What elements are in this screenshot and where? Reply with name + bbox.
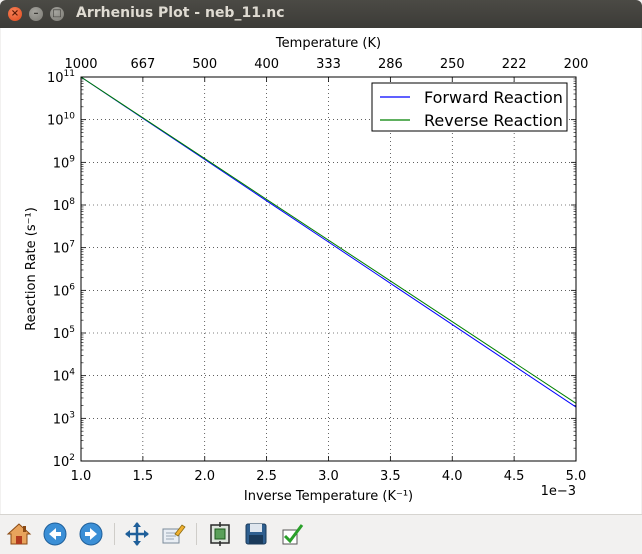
forward-icon <box>79 522 103 546</box>
y-tick-label: 103 <box>53 410 75 427</box>
x-tick-label: 4.5 <box>504 469 525 484</box>
top-tick-label: 400 <box>254 57 279 72</box>
home-icon <box>6 523 32 545</box>
plot-frame <box>80 76 577 462</box>
y-tick-label: 104 <box>53 368 76 385</box>
legend-label: Reverse Reaction <box>424 111 563 130</box>
top-tick-label: 222 <box>502 57 527 72</box>
back-icon <box>43 522 67 546</box>
edit-icon <box>282 524 304 545</box>
series-line-reverse <box>80 76 577 404</box>
top-tick-label: 200 <box>564 57 589 72</box>
home-button[interactable] <box>6 521 32 547</box>
top-tick-label: 250 <box>440 57 465 72</box>
top-axis-label: Temperature (K) <box>275 36 381 51</box>
x-tick-label: 3.0 <box>318 469 339 484</box>
y-tick-label: 106 <box>53 282 76 299</box>
top-tick-label: 286 <box>378 57 403 72</box>
x-offset-label: 1e−3 <box>541 484 576 499</box>
x-tick-label: 5.0 <box>566 469 587 484</box>
title-bar: × – □ Arrhenius Plot - neb_11.nc <box>0 0 642 28</box>
save-icon <box>245 523 267 545</box>
top-tick-label: 1000 <box>64 57 97 72</box>
edit-button[interactable] <box>279 521 305 547</box>
subplots-button[interactable] <box>207 521 233 547</box>
y-tick-label: 109 <box>53 154 76 171</box>
legend-label: Forward Reaction <box>424 88 563 107</box>
window-title: Arrhenius Plot - neb_11.nc <box>76 5 285 21</box>
pan-icon <box>125 522 149 546</box>
y-tick-label: 1011 <box>47 69 75 86</box>
zoom-button[interactable] <box>160 521 186 547</box>
back-button[interactable] <box>42 521 68 547</box>
navigation-toolbar <box>0 514 642 554</box>
x-tick-label: 2.5 <box>256 469 277 484</box>
plot-canvas: 1.0 1000 1.5 667 2.0 500 2.5 400 3.0 333 3.5 286 4.0… <box>1 28 641 514</box>
x-tick-label: 1.0 <box>71 469 92 484</box>
subplots-icon <box>210 522 230 546</box>
maximize-window-button[interactable]: □ <box>50 7 64 21</box>
x-tick-label: 4.0 <box>442 469 463 484</box>
y-tick-label: 102 <box>53 453 75 470</box>
top-tick-label: 667 <box>130 57 155 72</box>
minimize-window-button[interactable]: – <box>29 7 43 21</box>
y-tick-label: 108 <box>53 197 76 214</box>
toolbar-separator <box>114 523 115 545</box>
forward-button[interactable] <box>78 521 104 547</box>
zoom-icon <box>162 524 186 544</box>
series-line-forward <box>80 76 577 408</box>
x-tick-label: 1.5 <box>133 469 154 484</box>
y-axis-label: Reaction Rate (s⁻¹) <box>24 207 39 331</box>
toolbar-separator <box>196 523 197 545</box>
legend-box <box>371 82 568 132</box>
x-axis-label: Inverse Temperature (K⁻¹) <box>244 489 413 504</box>
arrhenius-chart: 1.0 1000 1.5 667 2.0 500 2.5 400 3.0 333 3.5 286 4.0… <box>24 36 589 504</box>
pan-button[interactable] <box>124 521 150 547</box>
save-button[interactable] <box>243 521 269 547</box>
y-tick-label: 107 <box>53 240 75 257</box>
x-tick-label: 3.5 <box>380 469 401 484</box>
x-tick-label: 2.0 <box>194 469 215 484</box>
y-tick-label: 105 <box>53 325 75 342</box>
close-window-button[interactable]: × <box>8 7 22 21</box>
top-tick-label: 333 <box>316 57 341 72</box>
top-tick-label: 500 <box>192 57 217 72</box>
y-tick-label: 1010 <box>47 112 75 129</box>
